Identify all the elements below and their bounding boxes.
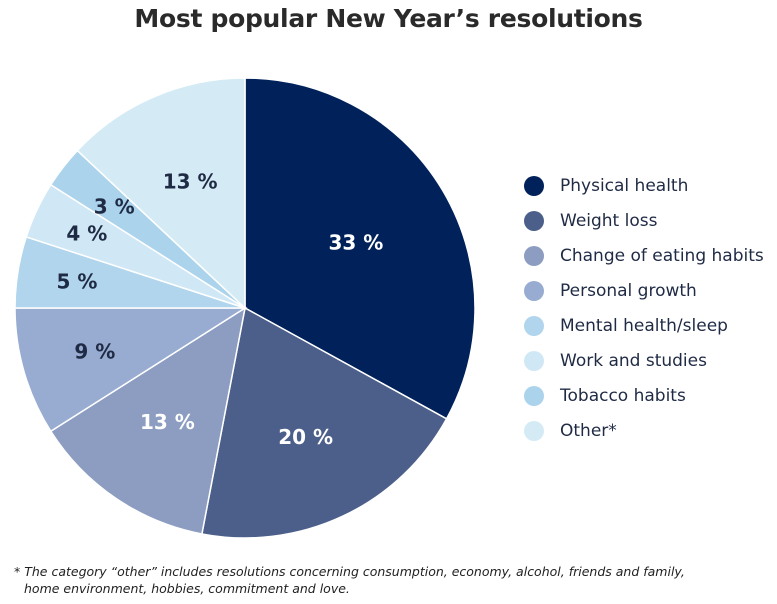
legend-item-4: Mental health/sleep [524, 308, 764, 343]
footnote-line-1: * The category “other” includes resoluti… [14, 564, 685, 579]
legend-label-4: Mental health/sleep [560, 315, 728, 336]
legend-item-1: Weight loss [524, 203, 764, 238]
pie-slice-2 [49, 306, 247, 535]
legend-swatch-6 [524, 385, 544, 406]
legend-label-0: Physical health [560, 175, 689, 196]
legend-item-6: Tobacco habits [524, 378, 764, 413]
legend-swatch-2 [524, 245, 544, 266]
slice-value-label-3: 9 % [74, 340, 115, 364]
legend-item-2: Change of eating habits [524, 238, 764, 273]
legend-swatch-5 [524, 350, 544, 371]
legend-item-0: Physical health [524, 168, 764, 203]
legend-label-1: Weight loss [560, 210, 658, 231]
legend-item-7: Other* [524, 413, 764, 448]
slice-value-label-5: 4 % [66, 222, 107, 246]
pie-slice-3 [14, 307, 248, 433]
footnote: * The category “other” includes resoluti… [14, 563, 754, 597]
legend-label-5: Work and studies [560, 350, 707, 371]
legend-label-2: Change of eating habits [560, 245, 764, 266]
slice-value-label-1: 20 % [278, 425, 333, 449]
legend-swatch-4 [524, 315, 544, 336]
pie-slice-0 [244, 77, 476, 420]
slice-value-label-7: 13 % [163, 169, 218, 193]
legend-swatch-1 [524, 210, 544, 231]
legend-label-6: Tobacco habits [560, 385, 686, 406]
pie-slice-1 [201, 306, 448, 539]
chart-legend: Physical health Weight loss Change of eati… [524, 168, 764, 448]
legend-item-3: Personal growth [524, 273, 764, 308]
legend-item-5: Work and studies [524, 343, 764, 378]
chart-title: Most popular New Year’s resolutions [134, 4, 643, 33]
footnote-line-2: home environment, hobbies, commitment an… [24, 581, 350, 596]
pie-slice-7 [76, 77, 246, 310]
legend-swatch-3 [524, 280, 544, 301]
slice-value-label-2: 13 % [140, 410, 195, 434]
slice-value-label-0: 33 % [328, 230, 383, 254]
legend-swatch-0 [524, 175, 544, 196]
legend-label-3: Personal growth [560, 280, 697, 301]
slice-value-label-4: 5 % [56, 269, 97, 293]
legend-label-7: Other* [560, 420, 617, 441]
legend-swatch-7 [524, 420, 544, 441]
